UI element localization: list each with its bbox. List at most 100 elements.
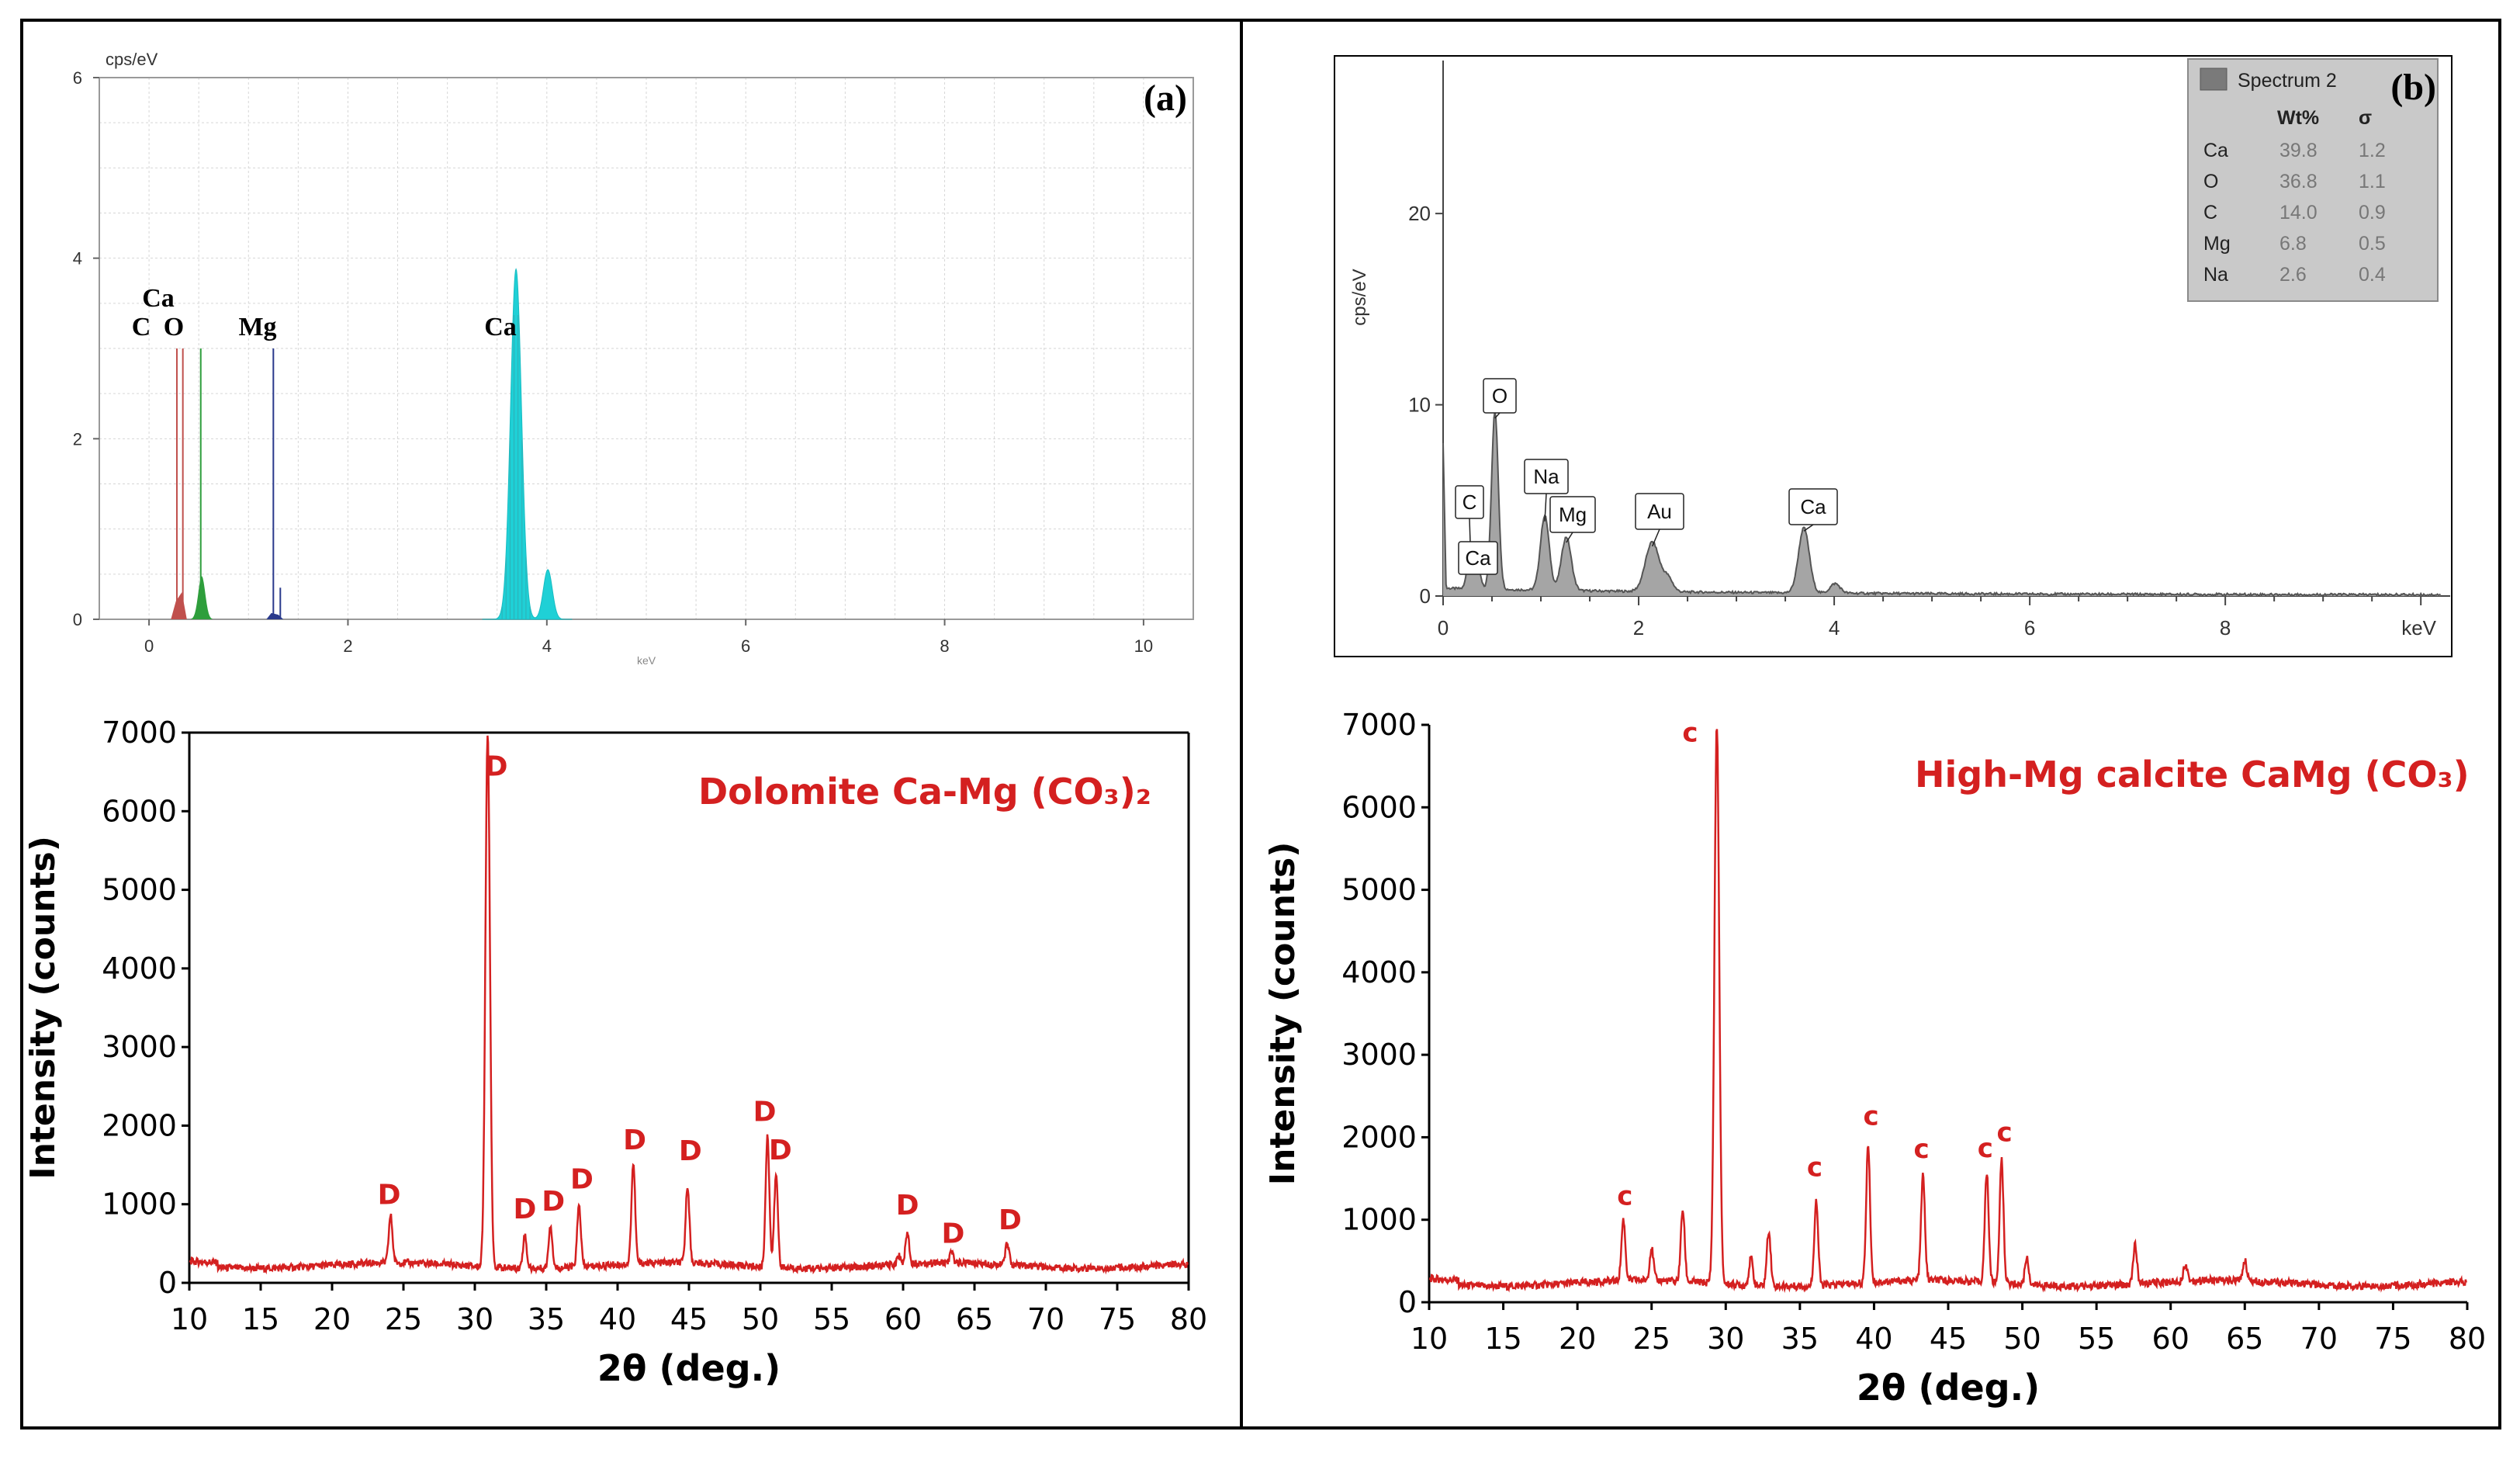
y-tick-label: 1000 bbox=[102, 1187, 177, 1222]
x-tick-label: 2 bbox=[343, 636, 352, 656]
x-tick-label: 35 bbox=[528, 1302, 565, 1336]
x-tick-label: 6 bbox=[2024, 616, 2035, 639]
y-axis-label: Intensity (counts) bbox=[1263, 842, 1303, 1186]
legend-element: Na bbox=[2203, 264, 2228, 286]
x-tick-label: 75 bbox=[2374, 1322, 2411, 1356]
peak-label-box-na bbox=[1524, 459, 1569, 494]
legend-swatch bbox=[2200, 68, 2228, 91]
xrd-series-line bbox=[1428, 729, 2467, 1294]
legend-wt: 36.8 bbox=[2279, 171, 2318, 192]
peak-label-D: D bbox=[999, 1204, 1022, 1236]
x-tick-label: 80 bbox=[1170, 1302, 1207, 1336]
x-tick-label: 30 bbox=[1707, 1322, 1744, 1356]
x-tick-label: 65 bbox=[2226, 1322, 2263, 1356]
x-axis-label: keV bbox=[2401, 616, 2436, 639]
peak-fill-o bbox=[190, 576, 213, 619]
peak-label-c: c bbox=[1617, 1181, 1632, 1212]
legend-wt: 6.8 bbox=[2279, 233, 2307, 255]
x-tick-label: 20 bbox=[313, 1302, 351, 1336]
legend-wt: 39.8 bbox=[2279, 140, 2318, 161]
peak-label-mg: Mg bbox=[1559, 503, 1587, 526]
peak-label-c: c bbox=[1682, 717, 1698, 748]
x-tick-label: 15 bbox=[1484, 1322, 1521, 1356]
x-axis-label: 2θ (deg.) bbox=[597, 1347, 781, 1389]
peak-leader-o bbox=[1494, 412, 1501, 419]
x-tick-label: 8 bbox=[940, 636, 949, 656]
peak-label-o: O bbox=[1492, 384, 1508, 407]
x-tick-label: 55 bbox=[2078, 1322, 2115, 1356]
peak-label-ca: Ca bbox=[1800, 495, 1826, 518]
peak-leader-au bbox=[1651, 528, 1660, 547]
y-tick-label: 6000 bbox=[1341, 790, 1417, 824]
peak-label-D: D bbox=[485, 751, 508, 783]
y-axis-label: cps/eV bbox=[1349, 269, 1370, 325]
peak-leader-na bbox=[1544, 493, 1547, 522]
x-tick-label: 0 bbox=[1438, 616, 1449, 639]
legend-box bbox=[2187, 58, 2439, 302]
legend-element: Mg bbox=[2203, 233, 2231, 255]
peak-label-D: D bbox=[896, 1190, 919, 1222]
y-tick-label: 2 bbox=[73, 429, 82, 449]
y-tick-label: 2000 bbox=[1341, 1120, 1417, 1154]
x-tick-label: 80 bbox=[2449, 1322, 2486, 1356]
x-tick-label: 0 bbox=[144, 636, 154, 656]
peak-label-c: c bbox=[1864, 1100, 1879, 1132]
y-tick-label: 10 bbox=[1408, 393, 1431, 417]
x-tick-label: 30 bbox=[456, 1302, 493, 1336]
outer-frame bbox=[20, 19, 2501, 1430]
spectrum-area bbox=[1443, 411, 2441, 596]
legend-wt: 14.0 bbox=[2279, 202, 2318, 224]
chart-title: High-Mg calcite CaMg (CO₃) bbox=[1915, 754, 2470, 795]
legend-wt: 2.6 bbox=[2279, 264, 2307, 286]
peak-label-c: C bbox=[1462, 490, 1477, 514]
peak-label-ca: Ca bbox=[142, 284, 175, 313]
peak-label-na: Na bbox=[1533, 465, 1559, 488]
y-tick-label: 3000 bbox=[102, 1030, 177, 1064]
y-tick-label: 5000 bbox=[102, 873, 177, 907]
x-tick-label: 10 bbox=[1134, 636, 1153, 656]
peak-fill-mg bbox=[266, 612, 284, 619]
x-tick-label: 45 bbox=[670, 1302, 708, 1336]
y-tick-label: 6000 bbox=[102, 794, 177, 828]
y-axis-label: Intensity (counts) bbox=[23, 836, 63, 1180]
xrd-pattern-dolomite: 0 1000 2000 3000 4000 5000 6000 7000 10 15 20 25 30 3… bbox=[23, 716, 1207, 1389]
x-tick-label: 20 bbox=[1559, 1322, 1596, 1356]
x-tick-label: 25 bbox=[1633, 1322, 1670, 1356]
peak-label-D: D bbox=[769, 1135, 792, 1166]
x-tick-label: 2 bbox=[1633, 616, 1644, 639]
peak-label-D: D bbox=[513, 1194, 536, 1225]
peak-label-D: D bbox=[679, 1135, 702, 1167]
peak-label-D: D bbox=[941, 1218, 964, 1249]
legend-element: O bbox=[2203, 171, 2218, 192]
peak-label-au: Au bbox=[1647, 500, 1672, 523]
chart-title: Dolomite Ca-Mg (CO₃)₂ bbox=[698, 771, 1151, 813]
peak-label-c: C bbox=[132, 313, 151, 341]
legend-sigma: 1.2 bbox=[2359, 140, 2386, 161]
eds-spectrum-b: 0 10 20 0 2 4 6 8 keV cps/eV O Na C Mg Au Ca Ca Spectrum … bbox=[1334, 55, 2452, 657]
x-axis-label: 2θ (deg.) bbox=[1857, 1367, 2040, 1409]
peak-label-box-ca bbox=[1458, 541, 1498, 575]
x-tick-label: 6 bbox=[741, 636, 750, 656]
x-tick-label: 60 bbox=[884, 1302, 922, 1336]
y-tick-label: 3000 bbox=[1341, 1038, 1417, 1072]
x-tick-label: 70 bbox=[2300, 1322, 2338, 1356]
legend-sigma: 0.5 bbox=[2359, 233, 2386, 255]
y-tick-label: 20 bbox=[1408, 202, 1431, 225]
x-tick-label: 4 bbox=[542, 636, 552, 656]
x-tick-label: 10 bbox=[171, 1302, 208, 1336]
peak-label-box-mg bbox=[1549, 496, 1596, 533]
y-tick-label: 5000 bbox=[1341, 873, 1417, 907]
peak-label-box-au bbox=[1635, 493, 1684, 530]
peak-leader-mg bbox=[1566, 532, 1573, 543]
x-tick-label: 50 bbox=[2003, 1322, 2041, 1356]
xrd-series-line bbox=[189, 735, 1189, 1275]
y-tick-label: 0 bbox=[1420, 584, 1431, 608]
peak-label-box-o bbox=[1483, 378, 1517, 414]
peak-label-box-ca bbox=[1788, 488, 1838, 525]
y-tick-label: 0 bbox=[158, 1266, 177, 1300]
y-tick-label: 7000 bbox=[1341, 708, 1417, 742]
x-tick-label: 50 bbox=[742, 1302, 779, 1336]
legend-title: Spectrum 2 bbox=[2238, 70, 2337, 92]
